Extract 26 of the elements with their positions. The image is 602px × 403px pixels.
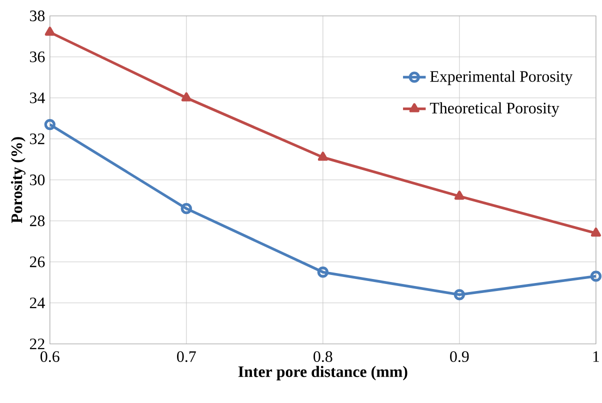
- point: [317, 266, 328, 278]
- point: [454, 289, 466, 300]
- point: [590, 228, 601, 237]
- y-tick-label: 28: [30, 216, 45, 226]
- point: [318, 152, 328, 161]
- x-tick-label: 0.9: [450, 351, 469, 362]
- point: [454, 190, 464, 200]
- legend-label: Experimental Porosity: [430, 70, 573, 86]
- x-tick-label: 0.7: [177, 351, 196, 362]
- point: [44, 26, 55, 36]
- y-tick-label: 22: [30, 338, 44, 350]
- x-axis-title: Inter pore distance (mm): [238, 366, 408, 380]
- point: [181, 92, 192, 102]
- y-tick-label: 24: [30, 298, 45, 308]
- y-tick-label: 30: [30, 174, 45, 186]
- x-tick-label: 0.6: [40, 351, 60, 362]
- y-tick-label: 26: [30, 256, 45, 268]
- y-tick-label: 36: [30, 52, 45, 62]
- x-tick-label: 1: [593, 351, 599, 362]
- y-tick-label: 38: [30, 10, 45, 22]
- y-tick-label: 32: [30, 134, 44, 144]
- x-tick-label: 0.8: [314, 351, 332, 362]
- y-axis-title: Porosity (%): [10, 137, 26, 224]
- legend-label: Theoretical Porosity: [430, 102, 560, 117]
- point: [180, 203, 192, 214]
- y-tick-label: 34: [30, 92, 45, 104]
